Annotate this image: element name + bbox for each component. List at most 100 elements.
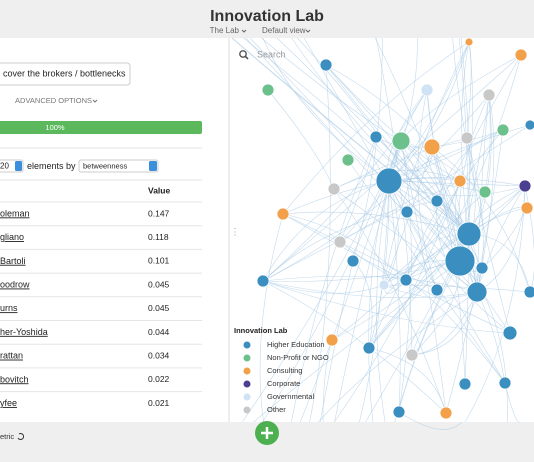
left-panel: [0, 38, 229, 422]
edge: [303, 37, 506, 384]
row-value: 0.022: [148, 374, 170, 384]
node: [423, 138, 441, 156]
node: [369, 130, 383, 144]
resize-handle[interactable]: ⋮: [231, 226, 240, 236]
row-name[interactable]: gliano: [0, 232, 24, 242]
reset-icon[interactable]: [17, 433, 25, 441]
edge: [375, 37, 413, 356]
node: [496, 123, 510, 137]
node: [524, 119, 534, 131]
node: [439, 406, 453, 420]
edge: [388, 180, 438, 291]
row-name[interactable]: oodrow: [0, 279, 30, 289]
footer-text[interactable]: etric: [0, 432, 14, 441]
edge: [383, 41, 470, 286]
edge: [464, 185, 526, 423]
add-icon: [261, 427, 273, 439]
edge: [426, 89, 470, 235]
edge: [333, 188, 447, 414]
edge: [291, 136, 377, 423]
title: Innovation Lab: [210, 8, 324, 25]
edge: [400, 140, 483, 269]
node: [475, 261, 489, 275]
row-value: 0.044: [148, 327, 170, 337]
legend-swatch: [243, 406, 251, 414]
node: [453, 174, 467, 188]
edge: [333, 169, 461, 190]
node: [333, 235, 347, 249]
node: [362, 341, 376, 355]
edge: [466, 41, 472, 139]
node: [399, 273, 413, 287]
edge: [282, 211, 470, 235]
node: [276, 207, 290, 221]
row-value: 0.045: [148, 279, 170, 289]
edge: [261, 37, 402, 142]
row-name[interactable]: yfee: [0, 398, 17, 408]
advanced-options[interactable]: ADVANCED OPTIONS: [15, 96, 92, 105]
edge: [458, 37, 469, 385]
row-name[interactable]: Bartoli: [0, 256, 26, 266]
legend-title: Innovation Lab: [234, 326, 288, 335]
node: [256, 274, 270, 288]
edge: [394, 260, 461, 423]
edge: [262, 89, 428, 282]
prompt-text: cover the brokers / bottlenecks: [3, 68, 126, 78]
legend-label: Governmental: [267, 392, 314, 401]
node: [346, 254, 360, 268]
edge: [347, 159, 506, 384]
node: [458, 377, 472, 391]
breadcrumb-lab[interactable]: The Lab: [210, 26, 240, 35]
edge: [282, 213, 407, 281]
row-name[interactable]: oleman: [0, 208, 30, 218]
node: [405, 348, 419, 362]
edge: [282, 41, 470, 215]
edge: [325, 64, 470, 235]
edge: [388, 180, 526, 197]
node: [341, 153, 355, 167]
node: [518, 179, 532, 193]
chevron: [92, 99, 98, 103]
edge: [388, 129, 504, 182]
metric-select[interactable]: [78, 159, 159, 173]
legend-label: Non-Profit or NGO: [267, 353, 329, 362]
node: [325, 333, 339, 347]
node: [261, 83, 275, 97]
node: [420, 83, 434, 97]
legend-swatch: [243, 393, 251, 401]
edge: [436, 129, 504, 202]
progress-label: 100%: [45, 123, 65, 132]
prompt-button[interactable]: [0, 62, 131, 86]
edge: [405, 129, 504, 281]
edge: [262, 94, 490, 282]
row-name[interactable]: rattan: [0, 351, 23, 361]
edge: [398, 411, 462, 430]
edge: [253, 260, 461, 423]
legend-label: Higher Education: [267, 340, 325, 349]
metric-value: betweenness: [83, 161, 127, 170]
edge: [339, 136, 377, 243]
breadcrumb-view[interactable]: Default view: [262, 26, 306, 35]
legend-swatch: [243, 354, 251, 362]
row-name[interactable]: bovitch: [0, 374, 29, 384]
node: [502, 325, 518, 341]
search-icon: [239, 50, 247, 58]
edge: [331, 180, 461, 341]
chevron: [305, 29, 311, 33]
row-name[interactable]: urns: [0, 303, 18, 313]
row-value: 0.101: [148, 256, 170, 266]
edge: [262, 37, 390, 182]
node: [466, 281, 488, 303]
node: [478, 185, 492, 199]
edge: [352, 260, 373, 349]
edge: [262, 260, 461, 282]
edge: [383, 191, 486, 286]
legend-swatch: [243, 367, 251, 375]
node: [514, 48, 528, 62]
row-name[interactable]: her-Yoshida: [0, 327, 48, 337]
row-value: 0.118: [148, 232, 169, 242]
network-graph: [231, 37, 534, 430]
edge: [325, 64, 470, 235]
search-input[interactable]: Search: [257, 49, 286, 59]
edge: [400, 140, 447, 414]
